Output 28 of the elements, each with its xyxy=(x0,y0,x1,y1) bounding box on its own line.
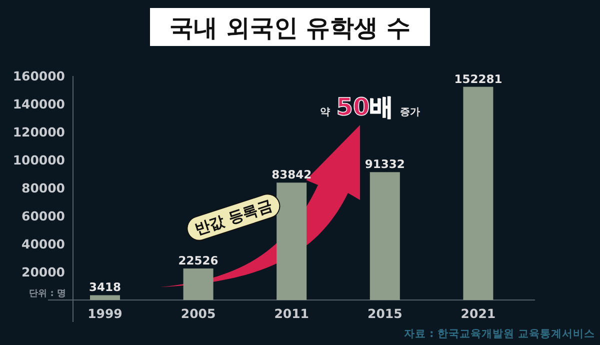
data-label: 91332 xyxy=(364,157,405,172)
bar xyxy=(90,295,120,300)
annotation: 약 50배 증가 xyxy=(320,93,420,121)
data-label: 83842 xyxy=(272,168,312,182)
bar xyxy=(183,268,214,300)
x-tick-label: 2005 xyxy=(180,306,216,321)
bar xyxy=(276,182,307,300)
y-tick-label: 140000 xyxy=(12,96,66,112)
y-tick-label: 60000 xyxy=(22,208,66,224)
data-label: 22526 xyxy=(178,253,218,268)
bar xyxy=(370,172,400,300)
y-tick-label: 120000 xyxy=(12,124,66,140)
text: 자료 : 한국교육개발원 교육통계서비스 xyxy=(404,328,595,340)
bar xyxy=(463,86,494,300)
data-label: 3418 xyxy=(88,280,122,294)
x-tick-label: 2021 xyxy=(460,306,496,321)
chart-title: 국내 외국인 유학생 수 xyxy=(169,14,411,42)
y-tick-label: 160000 xyxy=(12,68,66,84)
annotation: 단위 : 명 xyxy=(29,289,66,299)
x-tick-label: 2015 xyxy=(368,306,402,321)
data-label: 152281 xyxy=(454,72,502,86)
y-tick-label: 40000 xyxy=(22,236,66,252)
y-tick-label: 80000 xyxy=(22,180,66,196)
annotation: 반값 등록금 xyxy=(192,196,274,238)
y-tick-label: 20000 xyxy=(22,264,66,280)
y-tick-label: 100000 xyxy=(12,152,66,168)
x-tick-label: 2011 xyxy=(274,306,309,321)
x-tick-label: 1999 xyxy=(88,306,122,321)
